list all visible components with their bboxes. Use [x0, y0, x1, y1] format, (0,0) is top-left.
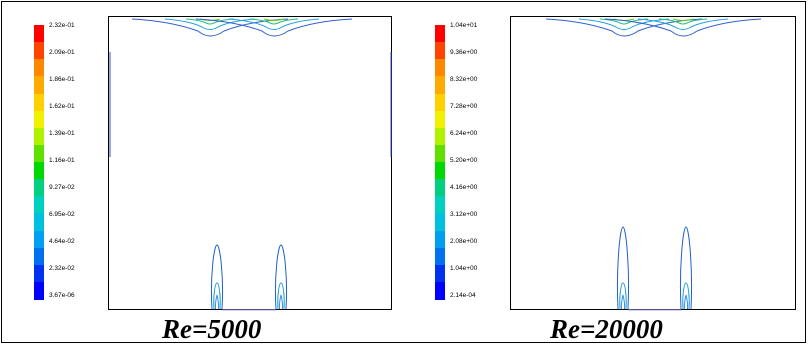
top-contour-mid — [637, 18, 729, 30]
colorbar-segment — [34, 230, 44, 249]
colorbar-tick-label: 1.04e+01 — [450, 22, 478, 29]
colorbar-segment — [435, 162, 445, 180]
panel-re20000: 1.04e+01 9.36e+00 8.32e+00 7.28e+00 6.24e+00… — [402, 2, 807, 344]
inlet-jet-contour-outer — [274, 244, 288, 310]
colorbar-segment — [435, 25, 445, 43]
colorbar-segment — [34, 162, 44, 180]
contour-plot-re5000 — [108, 16, 392, 311]
inlet-jet-contour-inner — [214, 294, 220, 310]
colorbar-segment — [435, 213, 445, 231]
colorbar-segment — [34, 281, 44, 300]
colorbar-segment — [435, 144, 445, 163]
colorbar-segment — [34, 42, 44, 60]
top-contour-outer — [195, 18, 353, 37]
colorbar-tick-label: 3.12e+00 — [450, 211, 478, 218]
inlet-jet-contour-mid — [682, 282, 690, 310]
top-contour-inner — [185, 18, 235, 25]
colorbar-tick-label: 3.67e-06 — [49, 292, 75, 299]
colorbar-segment — [34, 179, 44, 197]
inlet-jet-contour-inner — [683, 294, 689, 310]
top-contour-inner — [599, 18, 649, 25]
colorbar-segment — [435, 93, 445, 112]
colorbar-tick-label: 6.24e+00 — [450, 130, 478, 137]
colorbar-tick-label: 4.16e+00 — [450, 184, 478, 191]
colorbar-segment — [34, 247, 44, 266]
colorbar-segment — [34, 127, 44, 146]
colorbar-tick-label: 7.28e+00 — [450, 103, 478, 110]
inlet-jet-contour-inner — [620, 294, 626, 310]
contour-lines-re5000 — [109, 18, 392, 311]
colorbar-re20000 — [435, 25, 445, 300]
inlet-jet-contour-outer — [616, 226, 630, 310]
colorbar-tick-label: 4.64e-02 — [49, 238, 75, 245]
colorbar-re5000 — [34, 25, 44, 300]
inlet-jet-contour-mid — [277, 282, 285, 310]
colorbar-tick-label: 2.08e+00 — [450, 238, 478, 245]
top-contour-mid — [164, 18, 256, 30]
colorbar-tick-label: 2.32e-02 — [49, 265, 75, 272]
caption-re5000: Re=5000 — [162, 314, 262, 344]
inlet-jet-contour-mid — [213, 282, 221, 310]
colorbar-tick-label: 2.14e-04 — [450, 292, 476, 299]
colorbar-tick-label: 6.95e-02 — [49, 211, 75, 218]
colorbar-segment — [435, 196, 445, 214]
colorbar-segment — [34, 93, 44, 112]
colorbar-segment — [435, 76, 445, 94]
colorbar-tick-label: 5.20e+00 — [450, 157, 478, 164]
colorbar-tick-label: 1.04e+00 — [450, 265, 478, 272]
top-contour-inner — [658, 18, 708, 25]
colorbar-tick-label: 9.27e-02 — [49, 184, 75, 191]
colorbar-tick-label: 1.62e-01 — [49, 103, 75, 110]
inlet-jet-contour-outer — [210, 244, 224, 310]
contour-lines-re20000 — [545, 18, 762, 311]
top-contour-mid — [228, 18, 320, 30]
contour-plot-re20000 — [510, 16, 796, 311]
colorbar-segment — [435, 281, 445, 300]
colorbar-segment — [34, 213, 44, 231]
colorbar-segment — [435, 179, 445, 197]
colorbar-tick-label: 2.32e-01 — [49, 22, 75, 29]
colorbar-segment — [435, 127, 445, 146]
top-contour-outer — [604, 18, 762, 37]
colorbar-segment — [34, 110, 44, 129]
colorbar-tick-label: 1.16e-01 — [49, 157, 75, 164]
inlet-jet-contour-mid — [619, 282, 627, 310]
colorbar-segment — [34, 25, 44, 43]
top-contour-outer — [545, 18, 703, 37]
colorbar-segment — [435, 59, 445, 77]
top-contour-core — [672, 18, 694, 21]
top-contour-inner — [249, 18, 299, 25]
panel-re5000: 2.32e-01 2.09e-01 1.86e-01 1.62e-01 1.39e-01… — [2, 2, 402, 344]
caption-re20000: Re=20000 — [550, 314, 663, 344]
inlet-jet-contour-inner — [278, 294, 284, 310]
colorbar-segment — [34, 264, 44, 283]
inlet-jet-contour-outer — [679, 226, 693, 310]
colorbar-tick-label: 1.86e-01 — [49, 76, 75, 83]
colorbar-segment — [34, 144, 44, 163]
colorbar-segment — [435, 247, 445, 266]
colorbar-segment — [34, 59, 44, 77]
top-contour-mid — [578, 18, 670, 30]
colorbar-tick-label: 1.39e-01 — [49, 130, 75, 137]
colorbar-segment — [34, 76, 44, 94]
top-contour-core — [263, 18, 285, 21]
colorbar-segment — [435, 264, 445, 283]
colorbar-tick-label: 2.09e-01 — [49, 49, 75, 56]
colorbar-tick-label: 9.36e+00 — [450, 49, 478, 56]
colorbar-segment — [435, 230, 445, 249]
colorbar-segment — [34, 196, 44, 214]
colorbar-segment — [435, 42, 445, 60]
colorbar-segment — [435, 110, 445, 129]
colorbar-tick-label: 8.32e+00 — [450, 76, 478, 83]
